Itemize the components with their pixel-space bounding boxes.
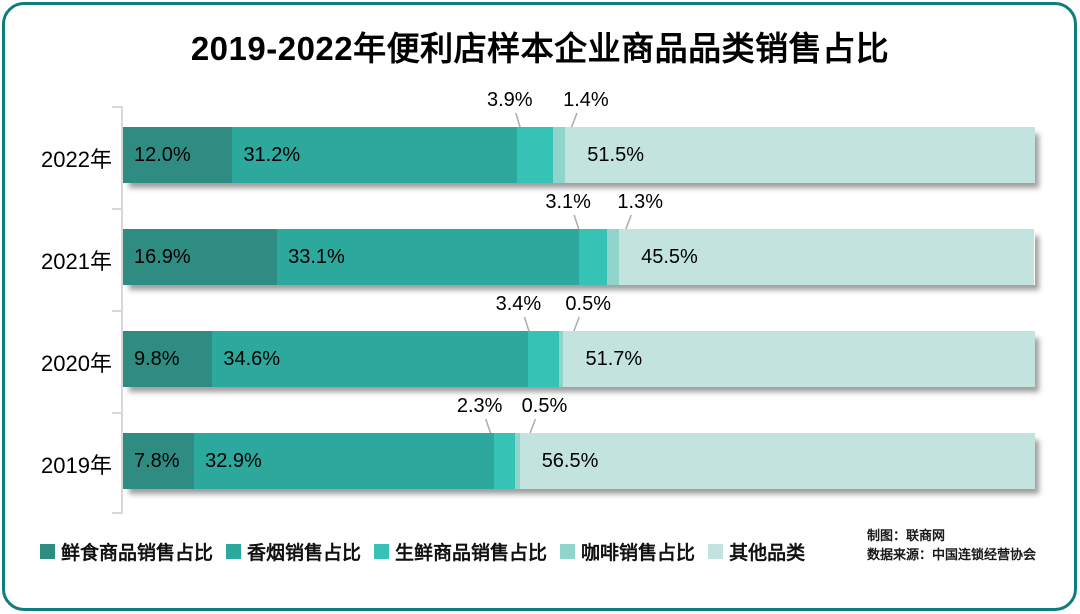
chart-title: 2019-2022年便利店样本企业商品品类销售占比 — [190, 30, 890, 67]
legend-item-cigarette: 香烟销售占比 — [226, 538, 361, 565]
axis-tick — [112, 310, 121, 312]
callout-value-label: 3.4% — [495, 293, 542, 315]
segment-fresh-food: 9.8% — [123, 331, 213, 387]
segment-value-label: 34.6% — [223, 348, 281, 370]
legend-swatch-fresh-food — [40, 544, 55, 559]
callout-value-label: 1.4% — [563, 89, 609, 111]
segment-value-label: 9.8% — [134, 348, 180, 370]
segment-others: 51.5% — [565, 127, 1035, 183]
segment-cigarette: 32.9% — [194, 433, 495, 489]
legend-label: 咖啡销售占比 — [581, 543, 696, 564]
segment-value-label: 32.9% — [205, 450, 262, 472]
segment-value-label: 31.2% — [243, 144, 301, 166]
segment-value-label: 33.1% — [288, 246, 345, 268]
category-label: 2020年 — [41, 351, 112, 376]
legend-item-fresh-food: 鲜食商品销售占比 — [40, 538, 213, 565]
segment-value-label: 56.5% — [541, 450, 599, 472]
legend-label: 香烟销售占比 — [247, 543, 362, 564]
axis-tick — [112, 208, 121, 210]
segment-value-label: 12.0% — [134, 144, 191, 166]
segment-cigarette: 34.6% — [212, 331, 528, 387]
legend-item-coffee: 咖啡销售占比 — [560, 538, 695, 565]
callout-value-label: 1.3% — [617, 191, 663, 213]
legend-item-fresh-produce: 生鲜商品销售占比 — [374, 538, 547, 565]
bar-row: 7.8% 32.9% 56.5% — [123, 433, 1035, 489]
y-axis-line — [121, 106, 123, 514]
category-label: 2021年 — [41, 249, 112, 274]
legend-swatch-cigarette — [226, 544, 242, 559]
bar-row: 12.0% 31.2% 51.5% — [123, 127, 1035, 183]
segment-fresh-produce — [516, 127, 553, 183]
legend-swatch-coffee — [560, 544, 576, 559]
segment-fresh-produce — [578, 229, 608, 285]
segment-value-label: 7.8% — [134, 450, 180, 472]
axis-tick — [112, 106, 121, 108]
segment-coffee — [558, 331, 564, 387]
callout-value-label: 3.9% — [486, 89, 533, 111]
category-label: 2022年 — [41, 147, 112, 172]
segment-fresh-food: 16.9% — [123, 229, 278, 285]
plot-area: 2022年 3.9% 1.4% 12.0% 31.2% 51.5% 2021年 3.1% 1.3… — [41, 89, 1035, 514]
segment-fresh-produce — [527, 331, 559, 387]
segment-fresh-produce — [494, 433, 516, 489]
legend-label: 生鲜商品销售占比 — [395, 543, 548, 564]
axis-tick — [112, 412, 121, 414]
legend-label: 其他品类 — [729, 543, 806, 564]
segment-value-label: 51.7% — [585, 348, 643, 370]
callout-value-label: 3.1% — [545, 191, 591, 213]
segment-others: 56.5% — [519, 433, 1035, 489]
segment-value-label: 51.5% — [587, 144, 645, 166]
segment-coffee — [552, 127, 566, 183]
bar-row: 16.9% 33.1% 45.5% — [123, 229, 1035, 285]
credit-source: 数据来源：中国连锁经营协会 — [867, 547, 1037, 562]
callout-value-label: 2.3% — [456, 395, 503, 417]
legend-item-others: 其他品类 — [708, 538, 805, 565]
legend: 鲜食商品销售占比 香烟销售占比 生鲜商品销售占比 咖啡销售占比 其他品类 — [40, 538, 805, 565]
segment-coffee — [515, 433, 520, 489]
callout-value-label: 0.5% — [521, 395, 568, 417]
legend-swatch-others — [708, 544, 724, 559]
segment-fresh-food: 7.8% — [123, 433, 195, 489]
segment-fresh-food: 12.0% — [123, 127, 233, 183]
bar-row: 9.8% 34.6% 51.7% — [123, 331, 1035, 387]
segment-others: 45.5% — [619, 229, 1035, 285]
credit-author: 制图：联商网 — [867, 528, 946, 543]
segment-cigarette: 33.1% — [277, 229, 579, 285]
legend-swatch-fresh-produce — [374, 544, 390, 559]
callout-value-label: 0.5% — [565, 293, 611, 315]
segment-coffee — [607, 229, 620, 285]
segment-value-label: 45.5% — [641, 246, 698, 268]
segment-others: 51.7% — [563, 331, 1035, 387]
legend-label: 鲜食商品销售占比 — [61, 543, 214, 564]
credits: 制图：联商网 数据来源：中国连锁经营协会 — [867, 526, 1036, 564]
category-label: 2019年 — [41, 453, 112, 478]
segment-value-label: 16.9% — [134, 246, 191, 268]
axis-tick — [112, 512, 121, 514]
segment-cigarette: 31.2% — [232, 127, 517, 183]
